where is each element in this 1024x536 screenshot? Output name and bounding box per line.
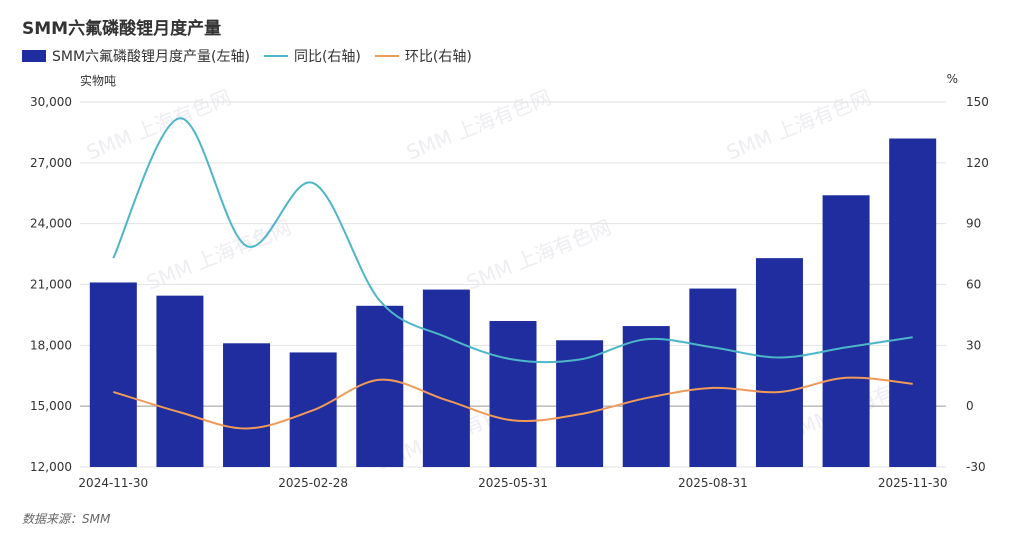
line-mom [113, 376, 913, 430]
y-right-tick-label: 120 [966, 156, 989, 170]
y-right-tick-label: 60 [966, 278, 981, 292]
y-left-tick-label: 27,000 [30, 156, 72, 170]
bar-production [156, 295, 204, 467]
legend-item-mom[interactable]: 环比(右轴) [374, 46, 472, 66]
bar-production [689, 288, 737, 467]
y-left-tick-label: 12,000 [30, 460, 72, 474]
legend-label-yoy: 同比(右轴) [293, 49, 361, 65]
bar-production [489, 321, 537, 467]
y-left-tick-label: 18,000 [30, 338, 72, 352]
legend-swatch-yoy [263, 55, 288, 57]
y-left-tick-label: 30,000 [30, 95, 72, 109]
right-axis-unit: % [946, 72, 958, 86]
bar-production [223, 343, 271, 467]
bar-production [422, 289, 470, 467]
left-axis-unit: 实物吨 [80, 74, 117, 88]
bar-production [89, 282, 137, 467]
bar-production [889, 138, 937, 467]
y-left-tick-label: 21,000 [30, 278, 72, 292]
y-left-tick-label: 24,000 [30, 217, 72, 231]
x-tick-label: 2025-05-31 [478, 476, 548, 490]
y-right-tick-label: 150 [966, 95, 989, 109]
bar-production [822, 195, 870, 467]
legend-label-mom: 环比(右轴) [404, 49, 472, 65]
x-tick-label: 2024-11-30 [78, 476, 148, 490]
watermark-text: SMM 上海有色网 [403, 85, 554, 165]
legend-swatch-production [22, 50, 46, 62]
watermark-text: SMM 上海有色网 [723, 85, 874, 165]
y-right-tick-label: 0 [966, 399, 974, 413]
line-yoy [112, 117, 913, 364]
bar-production [622, 326, 670, 467]
x-tick-label: 2025-08-31 [678, 476, 748, 490]
legend-item-production[interactable]: SMM六氟磷酸锂月度产量(左轴) [22, 46, 250, 66]
y-right-tick-label: -30 [966, 460, 986, 474]
y-right-tick-label: 90 [966, 217, 981, 231]
x-tick-label: 2025-11-30 [878, 476, 948, 490]
legend: SMM六氟磷酸锂月度产量(左轴) 同比(右轴) 环比(右轴) [22, 46, 486, 66]
y-left-tick-label: 15,000 [30, 399, 72, 413]
source-note: 数据来源：SMM [22, 512, 111, 526]
legend-label-production: SMM六氟磷酸锂月度产量(左轴) [52, 49, 250, 65]
y-right-tick-label: 30 [966, 338, 981, 352]
bar-production [356, 305, 404, 467]
chart-title: SMM六氟磷酸锂月度产量 [22, 19, 222, 39]
bar-production [755, 258, 803, 467]
legend-item-yoy[interactable]: 同比(右轴) [263, 46, 361, 66]
legend-swatch-mom [374, 55, 399, 57]
x-tick-label: 2025-02-28 [278, 476, 348, 490]
watermark-text: SMM 上海有色网 [83, 85, 234, 165]
watermark-text: SMM 上海有色网 [463, 215, 614, 295]
